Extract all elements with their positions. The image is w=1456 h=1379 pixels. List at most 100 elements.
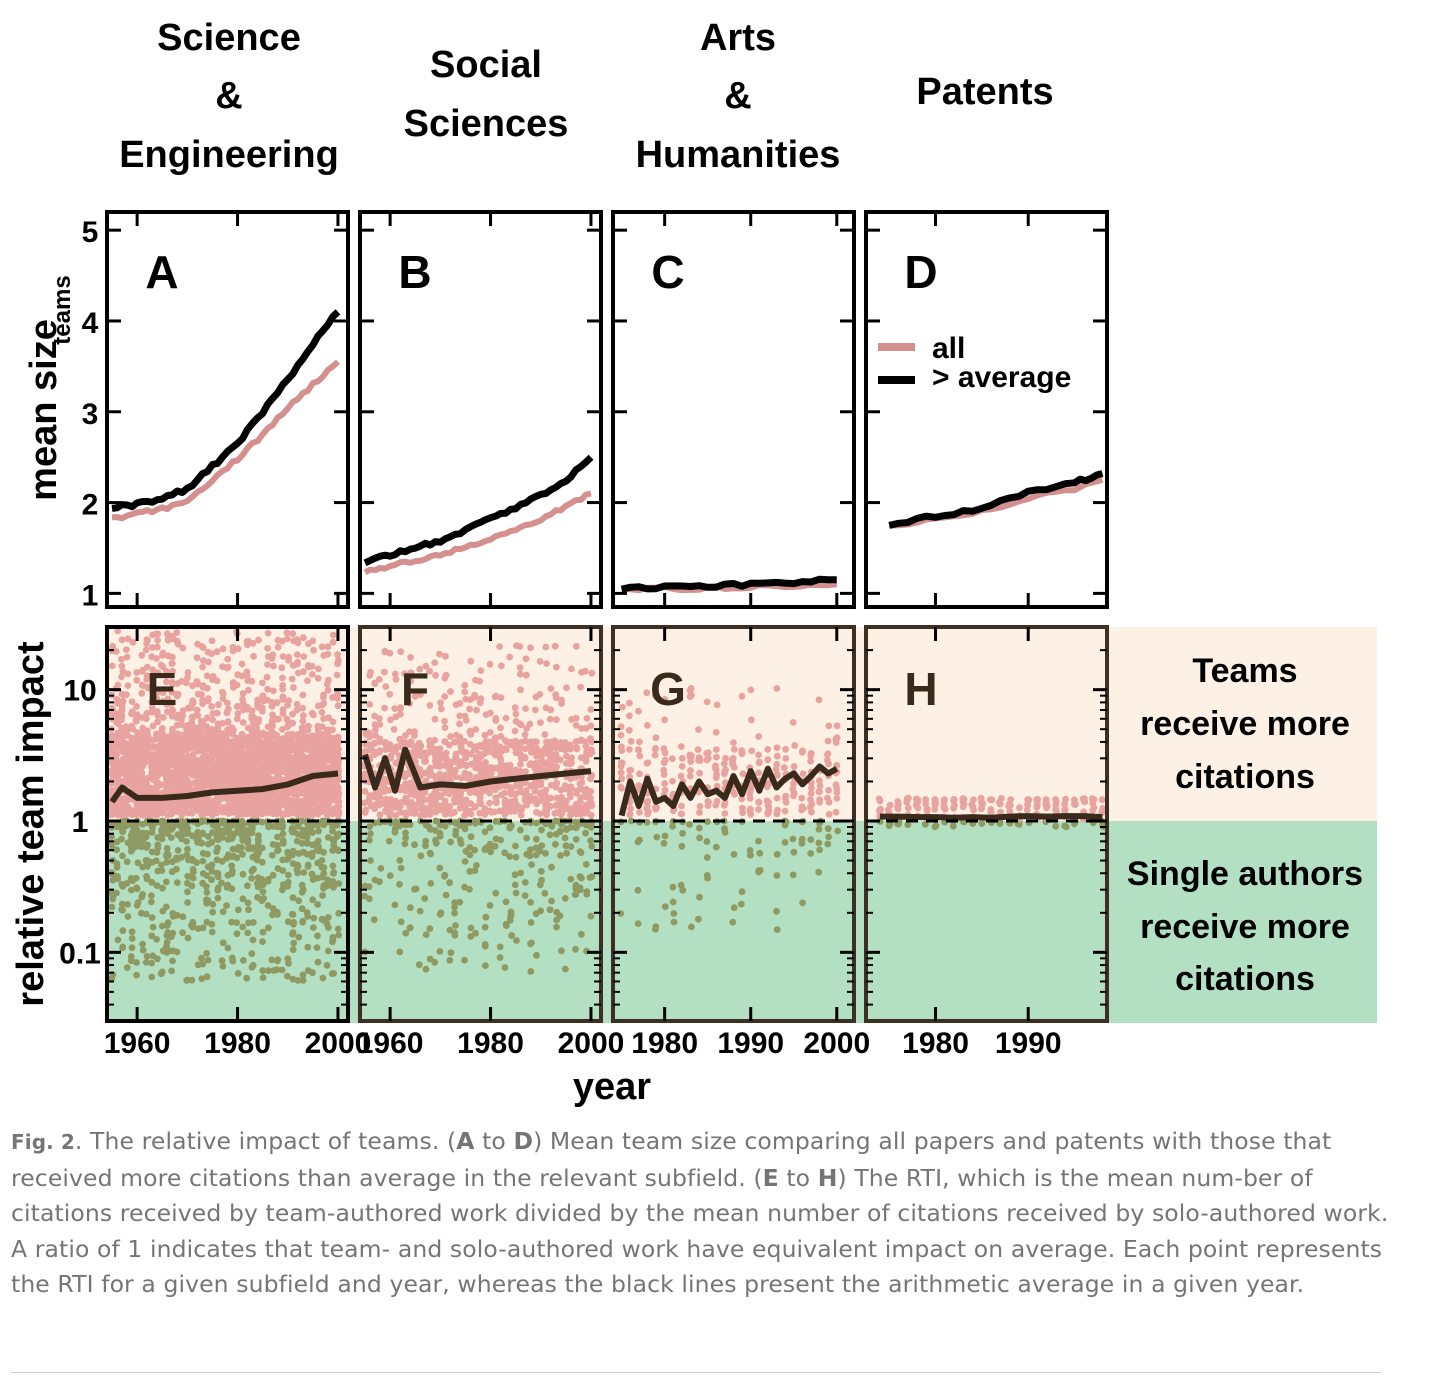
panel-e-point-1593 [219,750,226,758]
panel-f-point-776 [497,694,505,701]
panel-g-point-333 [816,788,823,796]
panel-f-point-1055 [548,897,555,905]
panel-e-point-2009 [249,719,257,726]
panel-f-point-636 [473,862,480,869]
panel-g-point-96 [669,883,677,891]
panel-e-point-612 [149,823,156,831]
panel-f-point-1256 [582,757,590,765]
panel-f-point-1026 [541,731,549,738]
panel-g-point-95 [669,898,677,906]
panel-f-point-1036 [546,802,554,810]
panel-g-point-79 [661,903,669,910]
panel-f-point-784 [501,789,509,797]
panel-f-point-1284 [588,746,595,754]
panel-e-point-2206 [264,685,271,693]
panel-f-point-458 [441,822,449,830]
panel-f-point-1282 [587,706,595,713]
panel-f-point-949 [527,940,534,948]
panel-e-point-2010 [248,845,256,852]
panel-e-point-243 [122,806,130,814]
panel-e-point-1448 [208,876,215,884]
panel-f-point-323 [417,852,425,860]
panel-e-point-1761 [233,854,241,862]
panel-f-point-211 [397,648,405,656]
panel-e-point-1189 [188,769,196,777]
panel-g-point-269 [781,839,789,846]
panel-h-point-47 [923,805,931,812]
panel-e-point-548 [143,663,151,671]
panel-e-point-2939 [314,958,322,966]
panel-e-point-1386 [203,684,211,692]
panel-e-point-2723 [298,724,306,732]
panel-g-point-137 [696,809,703,816]
panel-e-point-518 [143,952,151,960]
panel-h-point-49 [932,822,940,829]
panel-g-point-209 [738,692,746,700]
panel-e-point-674 [154,955,161,963]
panel-h-point-111 [996,800,1004,808]
panel-g-point-354 [833,795,841,802]
panel-e-point-1874 [239,719,247,726]
panel-e-point-3158 [335,931,342,939]
panel-e-point-2000 [248,677,256,685]
panel-e-point-477 [138,735,146,743]
panel-e-point-404 [133,971,141,979]
panel-e-point-2349 [274,956,282,964]
panel-f-point-31 [366,701,374,708]
panel-e-point-494 [142,715,150,723]
panel-f-point-1131 [563,849,571,857]
panel-f-point-358 [422,842,429,850]
panel-e-point-258 [124,635,132,643]
panel-e-point-1845 [238,660,246,668]
panel-f-point-744 [492,798,500,806]
panel-e-point-1871 [238,763,246,771]
panel-e-point-629 [149,923,157,931]
panel-g-point-289 [790,848,798,856]
panel-f-point-609 [466,886,473,893]
panel-e-point-2832 [309,829,316,836]
panel-g-point-51 [643,759,651,767]
panel-h-point-63 [940,800,948,808]
panel-e-point-2762 [304,863,312,870]
panel-f-point-50 [365,797,373,804]
panel-g-point-357 [832,735,840,743]
panel-f-point-1223 [577,930,585,938]
panel-e-point-1112 [184,888,191,896]
panel-g-point-110 [677,810,685,818]
panel-e-point-1897 [245,906,252,914]
panel-e-point-2655 [293,700,301,708]
panel-f-point-862 [511,807,519,815]
panel-e-point-233 [124,670,132,678]
panel-f-point-182 [390,725,398,733]
panel-g-point-259 [773,872,781,879]
panel-g-point-160 [712,728,720,736]
panel-e-point-322 [127,723,135,731]
panel-e-point-2302 [269,711,276,719]
panel-g-point-346 [824,825,832,833]
panel-f-point-981 [537,719,544,726]
panel-e-point-2441 [279,682,287,689]
panel-e-point-2933 [314,674,322,682]
panel-f-point-388 [427,850,435,858]
panel-e-point-2269 [268,655,276,662]
panel-g-point-307 [798,835,806,843]
panel-g-point-83 [660,766,668,774]
panel-f-point-892 [517,826,524,834]
panel-f-point-1213 [577,849,585,856]
panel-g-point-92 [670,910,678,917]
panel-e-point-774 [163,678,170,686]
panel-f-point-1035 [543,808,550,816]
panel-f-point-115 [382,683,390,690]
panel-e-point-2027 [250,652,257,660]
panel-f-point-755 [492,715,500,722]
panel-h-point-34 [914,804,922,812]
panel-h-point-79 [960,800,968,808]
panel-e-point-2447 [279,696,287,703]
panel-f-point-184 [392,675,400,683]
panel-e-point-2955 [318,701,326,709]
panel-e-point-1736 [228,870,236,878]
panel-e-point-1397 [203,883,210,890]
panel-f-point-831 [507,908,515,916]
panel-e-point-304 [128,698,136,706]
panel-g-point-329 [816,798,823,806]
